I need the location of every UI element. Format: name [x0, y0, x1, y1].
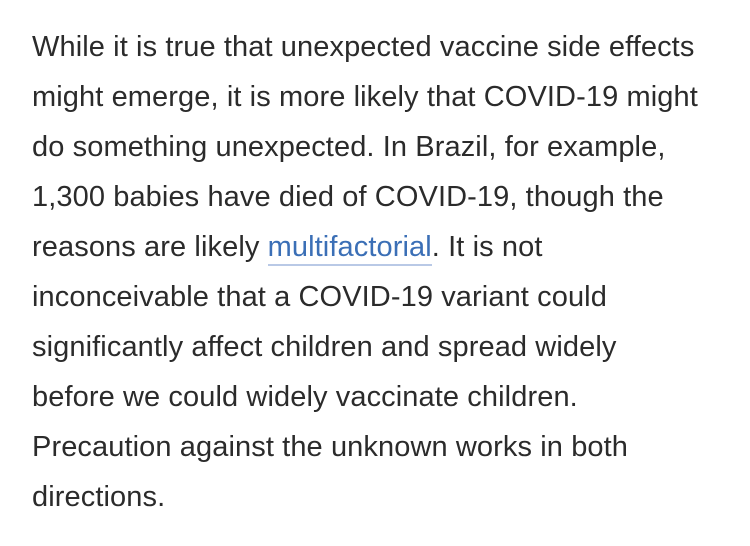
- paragraph-line: significantly affect children and spread…: [32, 331, 617, 363]
- paragraph-line: directions.: [32, 481, 166, 513]
- paragraph-line: do something unexpected. In Brazil, for …: [32, 131, 666, 163]
- multifactorial-link[interactable]: multifactorial: [267, 231, 432, 266]
- paragraph-line: before we could widely vaccinate childre…: [32, 381, 578, 413]
- paragraph-line: Precaution against the unknown works in …: [32, 431, 629, 463]
- article-paragraph: While it is true that unexpected vaccine…: [32, 22, 732, 522]
- paragraph-line: inconceivable that a COVID-19 variant co…: [32, 281, 607, 313]
- paragraph-line: might emerge, it is more likely that COV…: [32, 81, 698, 113]
- paragraph-line: 1,300 babies have died of COVID-19, thou…: [32, 181, 664, 213]
- paragraph-line: While it is true that unexpected vaccine…: [32, 31, 695, 63]
- paragraph-text: . It is not: [431, 231, 543, 263]
- paragraph-line-with-link: reasons are likely multifactorial. It is…: [32, 222, 732, 272]
- paragraph-text: reasons are likely: [32, 231, 268, 263]
